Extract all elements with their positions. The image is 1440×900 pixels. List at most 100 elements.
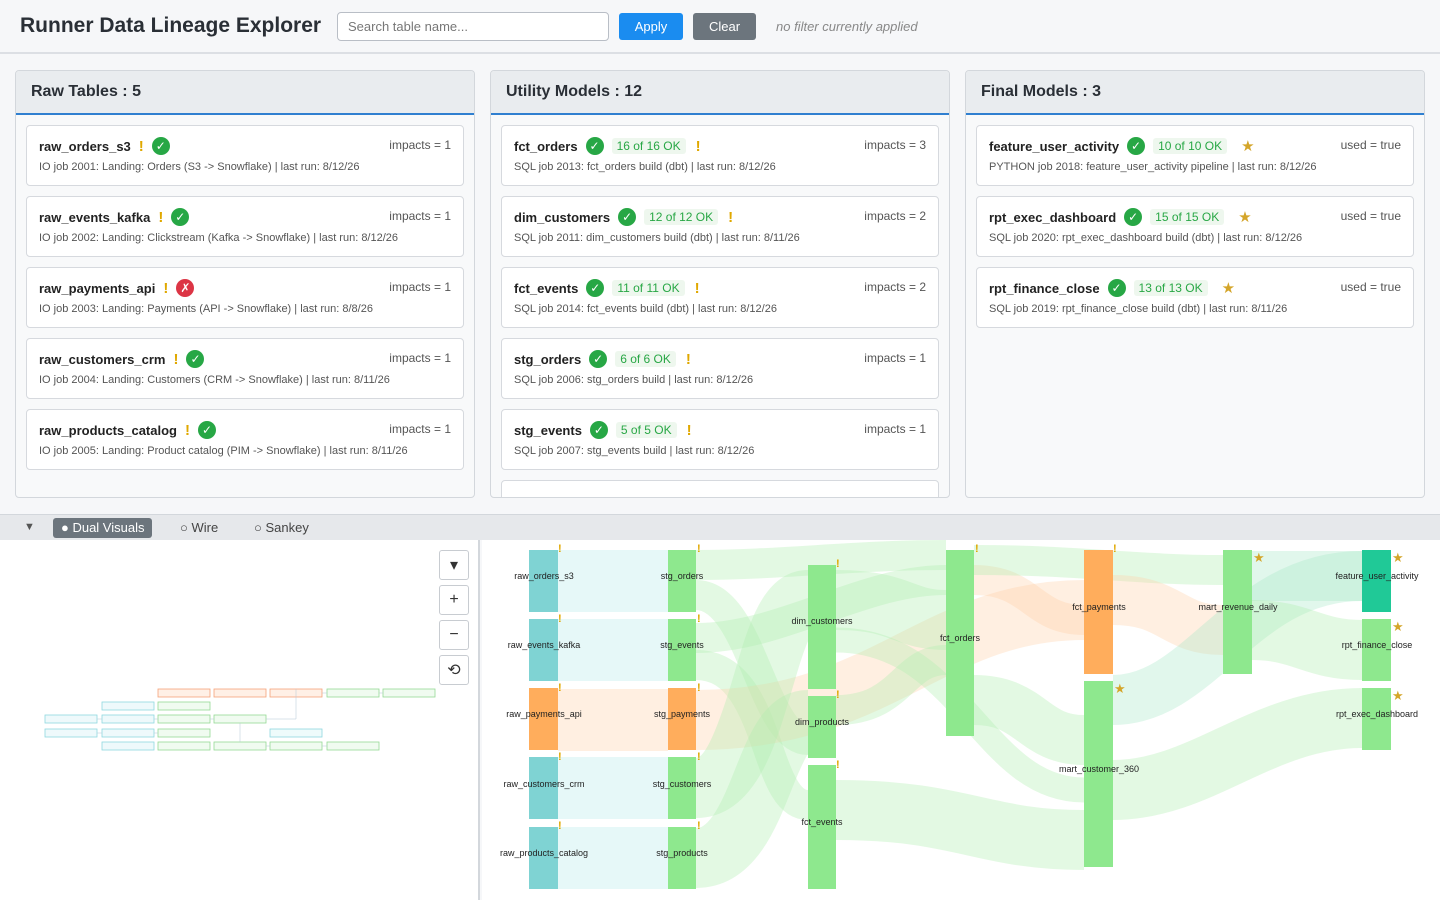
apply-button[interactable]: Apply: [619, 13, 683, 40]
dropdown-control-button[interactable]: ▾: [439, 550, 469, 580]
sankey-node-mart-revenue-daily: [1223, 550, 1252, 674]
model-card-fct-events[interactable]: fct_events ✓ 11 of 11 OK ! impacts = 2 S…: [501, 267, 939, 328]
job-description: IO job 2004: Landing: Customers (CRM -> …: [39, 374, 390, 386]
impacts-count: impacts = 1: [389, 209, 451, 223]
job-description: SQL job 2013: fct_orders build (dbt) | l…: [514, 161, 776, 173]
model-card-dim-customers[interactable]: dim_customers ✓ 12 of 12 OK ! impacts = …: [501, 196, 939, 257]
impacts-count: impacts = 3: [864, 138, 926, 152]
model-card-stg-events[interactable]: stg_events ✓ 5 of 5 OK ! impacts = 1 SQL…: [501, 409, 939, 470]
impacts-count: impacts = 1: [389, 422, 451, 436]
svg-text:!: !: [975, 543, 979, 555]
sankey-link: [691, 570, 819, 818]
svg-text:!: !: [558, 682, 562, 694]
svg-text:!: !: [558, 820, 562, 832]
wire-option[interactable]: ○ Wire: [180, 520, 219, 535]
sankey-node-stg-events: [668, 619, 696, 681]
table-card-raw-customers-crm[interactable]: raw_customers_crm ! ✓ impacts = 1 IO job…: [26, 338, 464, 399]
table-name: raw_payments_api: [39, 280, 156, 296]
model-card-feature-user-activity[interactable]: feature_user_activity ✓ 10 of 10 OK ★ us…: [976, 125, 1414, 186]
sankey-labels: raw_orders_s3 raw_events_kafka raw_payme…: [500, 571, 1419, 858]
impacts-count: impacts = 1: [864, 422, 926, 436]
sankey-node-dim-products: [808, 696, 836, 758]
impacts-count: impacts = 1: [864, 351, 926, 365]
model-card-rpt-exec-dashboard[interactable]: rpt_exec_dashboard ✓ 15 of 15 OK ★ used …: [976, 196, 1414, 257]
sankey-node-mart-customer-360: [1084, 681, 1113, 867]
reset-view-button[interactable]: ⟲: [439, 655, 469, 685]
utility-models-column[interactable]: Utility Models : 12 fct_orders ✓ 16 of 1…: [490, 70, 950, 498]
check-icon: ✓: [618, 208, 637, 226]
sankey-label: stg_orders: [661, 571, 704, 581]
model-card-partial[interactable]: [501, 480, 939, 497]
table-name: raw_orders_s3: [39, 138, 131, 154]
job-description: IO job 2003: Landing: Payments (API -> S…: [39, 303, 373, 315]
sankey-label: rpt_exec_dashboard: [1336, 709, 1418, 719]
svg-text:!: !: [1113, 543, 1117, 555]
wire-minimap[interactable]: [0, 540, 440, 900]
sankey-node-raw-customers-crm: [529, 757, 558, 819]
used-flag: used = true: [1340, 209, 1401, 223]
sankey-diagram[interactable]: ! ! ! ! ! ! ! ! ! ! ! ! ! ! ! ★ ★ ★ ★ ★ …: [482, 540, 1440, 900]
sankey-panel[interactable]: ! ! ! ! ! ! ! ! ! ! ! ! ! ! ! ★ ★ ★ ★ ★ …: [482, 540, 1440, 900]
zoom-out-button[interactable]: −: [439, 620, 469, 650]
warning-icon: !: [158, 208, 164, 226]
check-icon: ✓: [186, 350, 205, 368]
collapse-toggle-icon[interactable]: ▼: [24, 521, 35, 533]
sankey-link: [972, 675, 1086, 765]
warning-icon: !: [685, 350, 691, 368]
model-name: rpt_finance_close: [989, 280, 1100, 296]
sankey-node-stg-payments: [668, 688, 696, 750]
sankey-node-fct-payments: [1084, 550, 1113, 674]
sankey-label: fct_orders: [940, 633, 981, 643]
tests-badge: 13 of 13 OK: [1133, 280, 1208, 296]
svg-text:!: !: [836, 689, 840, 701]
sankey-option[interactable]: ○ Sankey: [254, 520, 309, 535]
model-card-rpt-finance-close[interactable]: rpt_finance_close ✓ 13 of 13 OK ★ used =…: [976, 267, 1414, 328]
svg-text:★: ★: [1392, 688, 1404, 703]
svg-text:!: !: [697, 820, 701, 832]
impacts-count: impacts = 2: [864, 280, 926, 294]
sankey-label: raw_customers_crm: [503, 779, 584, 789]
svg-text:!: !: [697, 751, 701, 763]
impacts-count: impacts = 1: [389, 351, 451, 365]
clear-button[interactable]: Clear: [693, 13, 756, 40]
sankey-node-fct-orders: [946, 550, 974, 736]
svg-text:!: !: [558, 613, 562, 625]
final-models-column: Final Models : 3 feature_user_activity ✓…: [965, 70, 1425, 498]
model-card-fct-orders[interactable]: fct_orders ✓ 16 of 16 OK ! impacts = 3 S…: [501, 125, 939, 186]
sankey-link: [692, 690, 816, 888]
model-card-stg-orders[interactable]: stg_orders ✓ 6 of 6 OK ! impacts = 1 SQL…: [501, 338, 939, 399]
table-card-raw-payments-api[interactable]: raw_payments_api ! ✗ impacts = 1 IO job …: [26, 267, 464, 328]
sankey-node-stg-products: [668, 827, 696, 889]
zoom-in-button[interactable]: +: [439, 585, 469, 615]
svg-text:!: !: [836, 759, 840, 771]
table-card-raw-events-kafka[interactable]: raw_events_kafka ! ✓ impacts = 1 IO job …: [26, 196, 464, 257]
svg-text:!: !: [697, 682, 701, 694]
raw-tables-header: Raw Tables : 5: [16, 71, 474, 115]
model-name: feature_user_activity: [989, 138, 1120, 154]
check-icon: ✓: [1127, 137, 1146, 155]
star-icon: ★: [1221, 280, 1236, 297]
table-card-raw-products-catalog[interactable]: raw_products_catalog ! ✓ impacts = 1 IO …: [26, 409, 464, 470]
wire-minimap-panel[interactable]: ▾ + − ⟲: [0, 540, 480, 900]
model-name: fct_orders: [514, 138, 578, 154]
sankey-node-rpt-exec-dashboard: [1362, 688, 1391, 750]
warning-markers: ! ! ! ! ! ! ! ! ! ! ! ! ! ! !: [558, 543, 1117, 832]
svg-text:★: ★: [1253, 550, 1265, 565]
warning-icon: !: [694, 279, 700, 297]
star-markers: ★ ★ ★ ★ ★: [1114, 550, 1404, 703]
check-icon: ✓: [589, 350, 608, 368]
search-input[interactable]: [337, 12, 609, 41]
tests-badge: 16 of 16 OK: [611, 138, 686, 154]
check-icon: ✓: [171, 208, 190, 226]
dual-visuals-option[interactable]: ● Dual Visuals: [53, 518, 153, 538]
table-card-raw-orders-s3[interactable]: raw_orders_s3 ! ✓ impacts = 1 IO job 200…: [26, 125, 464, 186]
sankey-label: raw_orders_s3: [514, 571, 574, 581]
sankey-label: feature_user_activity: [1335, 571, 1419, 581]
svg-text:!: !: [697, 543, 701, 555]
job-description: SQL job 2020: rpt_exec_dashboard build (…: [989, 232, 1303, 244]
star-icon: ★: [1241, 138, 1255, 155]
warning-icon: !: [185, 421, 190, 439]
warning-icon: !: [163, 279, 169, 297]
sankey-link: [695, 580, 1085, 750]
sankey-label: stg_payments: [654, 709, 711, 719]
